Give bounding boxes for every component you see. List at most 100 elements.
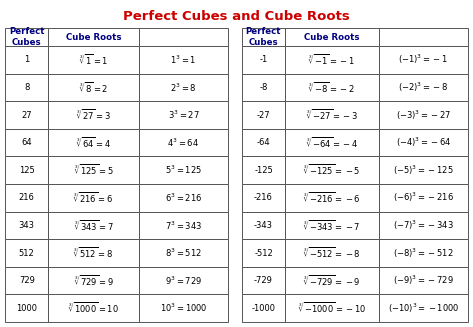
Text: Perfect
Cubes: Perfect Cubes bbox=[9, 27, 44, 47]
Bar bbox=[242, 294, 285, 322]
Bar bbox=[5, 156, 49, 184]
Bar bbox=[49, 156, 139, 184]
Bar bbox=[49, 28, 139, 46]
Bar bbox=[242, 101, 285, 129]
Text: $\sqrt[3]{-1}=-1$: $\sqrt[3]{-1}=-1$ bbox=[308, 53, 355, 67]
Bar bbox=[285, 101, 379, 129]
Text: -343: -343 bbox=[254, 221, 273, 230]
Bar bbox=[379, 294, 468, 322]
Bar bbox=[379, 46, 468, 74]
Text: Perfect Cubes and Cube Roots: Perfect Cubes and Cube Roots bbox=[123, 10, 350, 23]
Bar bbox=[285, 184, 379, 212]
Bar bbox=[285, 212, 379, 239]
Bar bbox=[49, 74, 139, 101]
Bar bbox=[139, 294, 228, 322]
Bar bbox=[242, 74, 285, 101]
Text: 216: 216 bbox=[19, 193, 35, 202]
Bar bbox=[139, 28, 228, 46]
Bar bbox=[379, 184, 468, 212]
Text: $\sqrt[3]{-8}=-2$: $\sqrt[3]{-8}=-2$ bbox=[308, 80, 355, 95]
Bar bbox=[379, 28, 468, 46]
Text: $\sqrt[3]{-125}=-5$: $\sqrt[3]{-125}=-5$ bbox=[303, 163, 360, 178]
Bar bbox=[139, 239, 228, 267]
Text: $\sqrt[3]{1}=1$: $\sqrt[3]{1}=1$ bbox=[79, 53, 108, 67]
Bar bbox=[285, 46, 379, 74]
Text: Cube Roots: Cube Roots bbox=[66, 32, 122, 42]
Text: $2^3=8$: $2^3=8$ bbox=[170, 81, 197, 94]
Bar bbox=[5, 212, 49, 239]
Text: $(-3)^3=-27$: $(-3)^3=-27$ bbox=[395, 108, 451, 122]
Text: 1000: 1000 bbox=[16, 304, 37, 313]
Text: $\sqrt[3]{125}=5$: $\sqrt[3]{125}=5$ bbox=[74, 163, 114, 178]
Text: -1: -1 bbox=[259, 55, 268, 64]
Text: 343: 343 bbox=[19, 221, 35, 230]
Text: $(-4)^3=-64$: $(-4)^3=-64$ bbox=[395, 136, 451, 149]
Bar bbox=[49, 101, 139, 129]
Bar bbox=[5, 46, 49, 74]
Text: -8: -8 bbox=[259, 83, 268, 92]
Bar bbox=[139, 101, 228, 129]
Text: 64: 64 bbox=[21, 138, 32, 147]
Text: $\sqrt[3]{-216}=-6$: $\sqrt[3]{-216}=-6$ bbox=[303, 191, 361, 205]
Bar bbox=[139, 129, 228, 156]
Text: $4^3=64$: $4^3=64$ bbox=[167, 136, 199, 149]
Text: $\sqrt[3]{512}=8$: $\sqrt[3]{512}=8$ bbox=[73, 246, 114, 260]
Text: $\sqrt[3]{-729}=-9$: $\sqrt[3]{-729}=-9$ bbox=[303, 273, 360, 288]
Bar bbox=[5, 239, 49, 267]
Text: $(-7)^3=-343$: $(-7)^3=-343$ bbox=[393, 219, 454, 232]
Text: $(-5)^3=-125$: $(-5)^3=-125$ bbox=[393, 164, 454, 177]
Bar bbox=[285, 129, 379, 156]
Text: $(-2)^3=-8$: $(-2)^3=-8$ bbox=[398, 81, 448, 94]
Text: $6^3=216$: $6^3=216$ bbox=[165, 192, 202, 204]
Text: $\sqrt[3]{-64}=-4$: $\sqrt[3]{-64}=-4$ bbox=[306, 135, 358, 150]
Text: $(-10)^3=-1000$: $(-10)^3=-1000$ bbox=[387, 301, 459, 315]
Text: $\sqrt[3]{-512}=-8$: $\sqrt[3]{-512}=-8$ bbox=[303, 246, 361, 260]
Bar bbox=[285, 74, 379, 101]
Bar bbox=[242, 46, 285, 74]
Text: $(-8)^3=-512$: $(-8)^3=-512$ bbox=[393, 246, 454, 260]
Text: 8: 8 bbox=[24, 83, 29, 92]
Bar bbox=[285, 294, 379, 322]
Bar bbox=[242, 28, 285, 46]
Text: -1000: -1000 bbox=[252, 304, 275, 313]
Bar bbox=[49, 267, 139, 294]
Bar bbox=[49, 239, 139, 267]
Bar bbox=[242, 184, 285, 212]
Text: $10^3=1000$: $10^3=1000$ bbox=[159, 302, 207, 314]
Bar bbox=[285, 156, 379, 184]
Bar bbox=[5, 294, 49, 322]
Text: $\sqrt[3]{216}=6$: $\sqrt[3]{216}=6$ bbox=[73, 191, 114, 205]
Text: $\sqrt[3]{1000}=10$: $\sqrt[3]{1000}=10$ bbox=[68, 301, 119, 316]
Text: $9^3=729$: $9^3=729$ bbox=[165, 274, 202, 287]
Bar bbox=[139, 46, 228, 74]
Text: -64: -64 bbox=[257, 138, 270, 147]
Text: -27: -27 bbox=[257, 111, 270, 119]
Text: 512: 512 bbox=[19, 249, 35, 257]
Text: 729: 729 bbox=[19, 276, 35, 285]
Text: -125: -125 bbox=[254, 166, 273, 175]
Text: $\sqrt[3]{8}=2$: $\sqrt[3]{8}=2$ bbox=[79, 80, 108, 95]
Bar bbox=[379, 267, 468, 294]
Text: $8^3=512$: $8^3=512$ bbox=[165, 247, 202, 259]
Bar bbox=[5, 28, 49, 46]
Text: $(-9)^3=-729$: $(-9)^3=-729$ bbox=[393, 274, 454, 287]
Text: $\sqrt[3]{64}=4$: $\sqrt[3]{64}=4$ bbox=[76, 135, 111, 150]
Bar bbox=[49, 129, 139, 156]
Text: $\sqrt[3]{-27}=-3$: $\sqrt[3]{-27}=-3$ bbox=[306, 108, 358, 122]
Bar bbox=[285, 239, 379, 267]
Bar bbox=[139, 212, 228, 239]
Bar bbox=[139, 74, 228, 101]
Text: $\sqrt[3]{27}=3$: $\sqrt[3]{27}=3$ bbox=[76, 108, 111, 122]
Text: 1: 1 bbox=[24, 55, 29, 64]
Bar bbox=[5, 184, 49, 212]
Bar bbox=[242, 129, 285, 156]
Bar bbox=[242, 212, 285, 239]
Text: -216: -216 bbox=[254, 193, 273, 202]
Bar bbox=[5, 267, 49, 294]
Text: $3^3=27$: $3^3=27$ bbox=[167, 109, 199, 121]
Bar bbox=[139, 156, 228, 184]
Text: Cube Roots: Cube Roots bbox=[304, 32, 359, 42]
Text: Perfect
Cubes: Perfect Cubes bbox=[245, 27, 281, 47]
Bar bbox=[49, 294, 139, 322]
Bar bbox=[242, 239, 285, 267]
